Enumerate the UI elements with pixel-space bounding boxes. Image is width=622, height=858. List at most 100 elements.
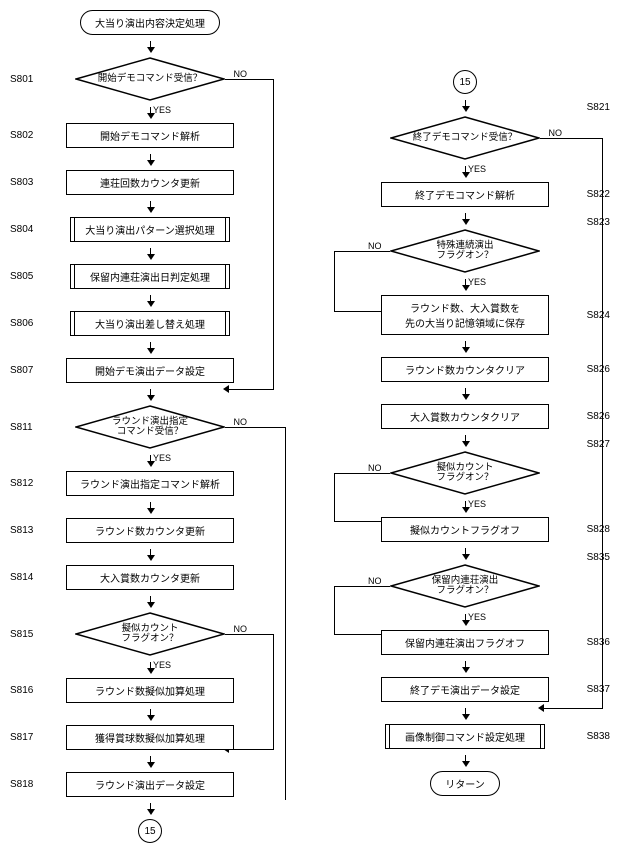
process: ラウンド数擬似加算処理 (66, 678, 234, 703)
step-label: S812 (10, 478, 33, 489)
process: 大入賞数カウンタクリア (381, 404, 549, 429)
node-S826a: ラウンド数カウンタクリア S826 (320, 357, 610, 382)
yes-label: YES (468, 164, 486, 174)
step-label: S837 (587, 684, 610, 695)
node-S836: 保留内連荘演出フラグオフ S836 (320, 630, 610, 655)
arrow (465, 548, 466, 558)
node-S816: S816 ラウンド数擬似加算処理 (10, 678, 290, 703)
step-label: S838 (587, 731, 610, 742)
arrow (150, 201, 151, 211)
yes-label: YES (153, 453, 171, 463)
process: ラウンド数カウンタ更新 (66, 518, 234, 543)
node-S801: S801 開始デモコマンド受信？ YES NO (10, 57, 290, 101)
yes-label: YES (153, 660, 171, 670)
decision: 保留内連荘演出 フラグオン？ YES NO (390, 564, 540, 608)
arrow (465, 614, 466, 624)
process: 擬似カウントフラグオフ (381, 517, 549, 542)
no-label: NO (234, 69, 248, 79)
decision: 開始デモコマンド受信？ YES NO (75, 57, 225, 101)
arrow (465, 501, 466, 511)
return-terminal: リターン (430, 771, 500, 796)
node-S838: 画像制御コマンド設定処理 S838 (320, 724, 610, 749)
node-S818: S818 ラウンド演出データ設定 (10, 772, 290, 797)
step-label: S835 (587, 552, 610, 563)
node-S806: S806 大当り演出差し替え処理 (10, 311, 290, 336)
step-label: S805 (10, 271, 33, 282)
step-label: S802 (10, 130, 33, 141)
arrow (465, 661, 466, 671)
node-S835: S835 保留内連荘演出 フラグオン？ YES NO (320, 564, 610, 608)
node-S828: 擬似カウントフラグオフ S828 (320, 517, 610, 542)
arrow (150, 295, 151, 305)
arrow (150, 342, 151, 352)
arrow (150, 709, 151, 719)
arrow (150, 596, 151, 606)
process: ラウンド演出データ設定 (66, 772, 234, 797)
step-label: S803 (10, 177, 33, 188)
step-label: S807 (10, 365, 33, 376)
node-S803: S803 連荘回数カウンタ更新 (10, 170, 290, 195)
node-S802: S802 開始デモコマンド解析 (10, 123, 290, 148)
arrow (465, 279, 466, 289)
subprocess: 大当り演出パターン選択処理 (70, 217, 230, 242)
node-S814: S814 大入賞数カウンタ更新 (10, 565, 290, 590)
arrow (465, 755, 466, 765)
step-label: S806 (10, 318, 33, 329)
process: ラウンド演出指定コマンド解析 (66, 471, 234, 496)
process: 終了デモコマンド解析 (381, 182, 549, 207)
decision: ラウンド演出指定 コマンド受信？ YES NO (75, 405, 225, 449)
arrow (150, 549, 151, 559)
node-S815: S815 擬似カウント フラグオン？ YES NO (10, 612, 290, 656)
subprocess: 大当り演出差し替え処理 (70, 311, 230, 336)
yes-label: YES (468, 499, 486, 509)
step-label: S817 (10, 732, 33, 743)
process: 獲得賞球数擬似加算処理 (66, 725, 234, 750)
no-label: NO (549, 128, 563, 138)
arrow (150, 756, 151, 766)
node-S822: 終了デモコマンド解析 S822 (320, 182, 610, 207)
step-label: S824 (587, 310, 610, 321)
node-S811: S811 ラウンド演出指定 コマンド受信？ YES NO (10, 405, 290, 449)
step-label: S804 (10, 224, 33, 235)
step-label: S814 (10, 572, 33, 583)
node-S812: S812 ラウンド演出指定コマンド解析 (10, 471, 290, 496)
start-terminal: 大当り演出内容決定処理 (80, 10, 220, 35)
arrow (465, 166, 466, 176)
flowchart-right-column: 15 S821 終了デモコマンド受信？ YES NO 終了デモコマンド解析 S8… (320, 70, 610, 796)
no-label: NO (368, 463, 382, 473)
arrow (465, 708, 466, 718)
step-label: S828 (587, 524, 610, 535)
step-label: S821 (587, 102, 610, 113)
step-label: S827 (587, 439, 610, 450)
node-S827: S827 擬似カウント フラグオン？ YES NO (320, 451, 610, 495)
process: 大入賞数カウンタ更新 (66, 565, 234, 590)
process: 連荘回数カウンタ更新 (66, 170, 234, 195)
decision: 終了デモコマンド受信？ YES NO (390, 116, 540, 160)
subprocess: 保留内連荘演出日判定処理 (70, 264, 230, 289)
yes-label: YES (468, 277, 486, 287)
process: 保留内連荘演出フラグオフ (381, 630, 549, 655)
arrow (150, 803, 151, 813)
decision: 特殊連続演出 フラグオン？ YES NO (390, 229, 540, 273)
step-label: S801 (10, 74, 33, 85)
process: 開始デモコマンド解析 (66, 123, 234, 148)
arrow (465, 341, 466, 351)
decision: 擬似カウント フラグオン？ YES NO (75, 612, 225, 656)
step-label: S816 (10, 685, 33, 696)
node-S823: S823 特殊連続演出 フラグオン？ YES NO (320, 229, 610, 273)
arrow (150, 389, 151, 399)
no-label: NO (234, 624, 248, 634)
arrow (150, 662, 151, 672)
arrow (465, 388, 466, 398)
step-label: S822 (587, 189, 610, 200)
arrow (465, 213, 466, 223)
flowchart-root: 大当り演出内容決定処理 S801 開始デモコマンド受信？ YES NO S802… (10, 10, 612, 843)
step-label: S811 (10, 422, 33, 433)
subprocess: 画像制御コマンド設定処理 (385, 724, 545, 749)
step-label: S813 (10, 525, 33, 536)
node-S826b: 大入賞数カウンタクリア S826 (320, 404, 610, 429)
arrow (150, 154, 151, 164)
arrow (150, 41, 151, 51)
node-S804: S804 大当り演出パターン選択処理 (10, 217, 290, 242)
node-S821: S821 終了デモコマンド受信？ YES NO (320, 116, 610, 160)
